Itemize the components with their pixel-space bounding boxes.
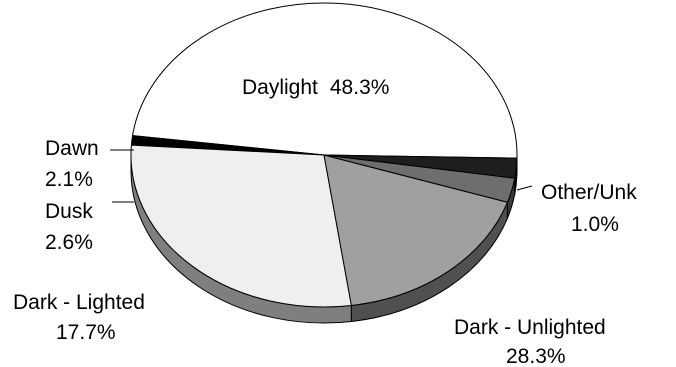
slice-label-daylight: Daylight 48.3% [242, 76, 389, 99]
slice-label-dark-lighted-name: Dark - Lighted [13, 291, 145, 314]
pie-slice-daylight [132, 2, 518, 159]
slice-label-dark-unlighted-value: 28.3% [506, 345, 566, 367]
pie-slice-dark-lighted [323, 154, 508, 306]
slice-label-dusk-value: 2.6% [45, 231, 93, 254]
slice-label-other-unk-value: 1.0% [571, 213, 619, 236]
slice-label-dark-unlighted-name: Dark - Unlighted [454, 316, 606, 339]
slice-label-other-unk-name: Other/Unk [541, 181, 637, 204]
slice-label-dawn-name: Dawn [45, 137, 99, 160]
slice-labels: Daylight 48.3% Other/Unk 1.0% Dark - Unli… [13, 76, 637, 367]
leader-other-unk [516, 185, 533, 191]
slice-label-dusk-name: Dusk [45, 200, 93, 223]
pie-slice-dawn [323, 154, 518, 179]
pie-top-surface [130, 2, 518, 308]
pie-side-walls [130, 154, 518, 324]
label-leader-lines [110, 149, 533, 203]
pie-slice-dark-unlighted [130, 144, 352, 308]
slice-label-dark-lighted-value: 17.7% [56, 321, 116, 344]
slice-label-dawn-value: 2.1% [45, 168, 93, 191]
